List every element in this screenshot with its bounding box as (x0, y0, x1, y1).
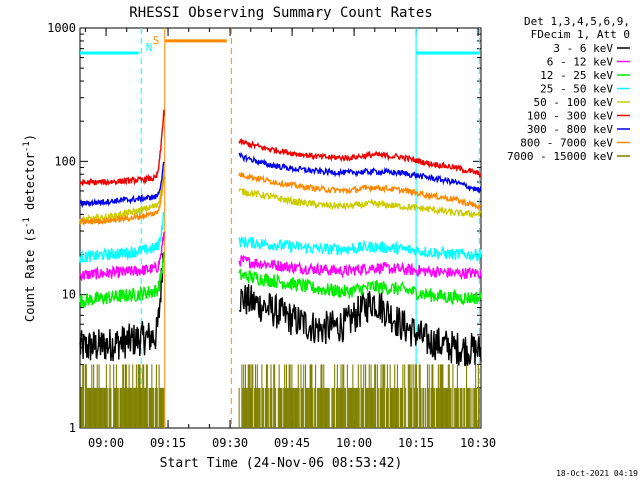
legend-header-line-1: Det 1,3,4,5,6,9, (524, 15, 630, 28)
series-line-pre (79, 109, 165, 187)
series-line-pre (79, 212, 165, 264)
legend-label: 100 - 300 keV (527, 110, 613, 123)
series-group (79, 109, 482, 428)
legend-label: 50 - 100 keV (534, 96, 614, 109)
y-tick-label: 1000 (47, 21, 76, 35)
plot-axes: 1 10 100 1000 09:00 09:15 09:30 09:45 10:00 10:15… (47, 21, 496, 450)
y-axis-label-sup-1: -1 (22, 217, 32, 228)
legend-label: 25 - 50 keV (540, 83, 613, 96)
legend-label: 800 - 7000 keV (520, 137, 613, 150)
legend-header-line-2: FDecim 1, Att 0 (531, 28, 630, 41)
x-tick-label: 09:45 (274, 436, 310, 450)
series-100_300keV (79, 109, 482, 187)
y-axis-label: Count Rate (s-1 detector-1) (22, 134, 37, 322)
flag-s: S (153, 34, 160, 47)
y-axis-label-mid: detector (23, 152, 37, 217)
x-tick-label: 09:15 (150, 436, 186, 450)
y-tick-label: 100 (54, 154, 76, 168)
series-line-pre (79, 231, 165, 281)
legend-label: 7000 - 15000 keV (507, 150, 613, 163)
legend-label: 300 - 800 keV (527, 123, 613, 136)
chart-title: RHESSI Observing Summary Count Rates (129, 5, 432, 21)
y-tick-label: 10 (62, 288, 76, 302)
flag-n: N (146, 41, 153, 54)
y-axis-label-sup-2: -1 (22, 141, 32, 152)
series-800_7000keV (79, 172, 482, 227)
series-25_50keV (79, 212, 482, 264)
series-6_12keV (79, 231, 482, 281)
x-tick-label: 10:00 (336, 436, 372, 450)
y-axis-label-main: Count Rate (s (23, 228, 37, 322)
x-tick-label: 09:30 (212, 436, 248, 450)
y-tick-label: 1 (69, 421, 76, 435)
x-tick-label: 10:15 (398, 436, 434, 450)
flag-labels: SN (146, 34, 160, 54)
series-3_6keV (79, 252, 482, 367)
series-line-post (238, 254, 482, 281)
legend-label: 3 - 6 keV (553, 42, 613, 55)
series-line-post (238, 284, 482, 367)
legend-label: 6 - 12 keV (547, 56, 614, 69)
y-axis-label-end: ) (23, 134, 37, 141)
x-axis-label: Start Time (24-Nov-06 08:53:42) (160, 456, 403, 471)
series-line-post (238, 188, 482, 219)
x-tick-label: 09:00 (88, 436, 124, 450)
series-line-pre (79, 161, 165, 209)
series-line-pre (79, 251, 165, 309)
series-line-pre (79, 252, 165, 362)
legend-label: 12 - 25 keV (540, 69, 613, 82)
series-line-post (238, 268, 482, 306)
series-line-post (238, 172, 482, 211)
x-tick-label: 10:30 (460, 436, 496, 450)
series-line-pre (79, 176, 165, 227)
time-markers (80, 28, 480, 428)
timestamp: 18-Oct-2021 04:19 (556, 469, 638, 478)
series-12_25keV (79, 251, 482, 309)
series-line-post (238, 236, 482, 262)
series-line-post (238, 138, 482, 178)
series-300_800keV (79, 151, 482, 209)
series-7000_15000keV (80, 364, 480, 428)
series-line-post (238, 151, 482, 193)
